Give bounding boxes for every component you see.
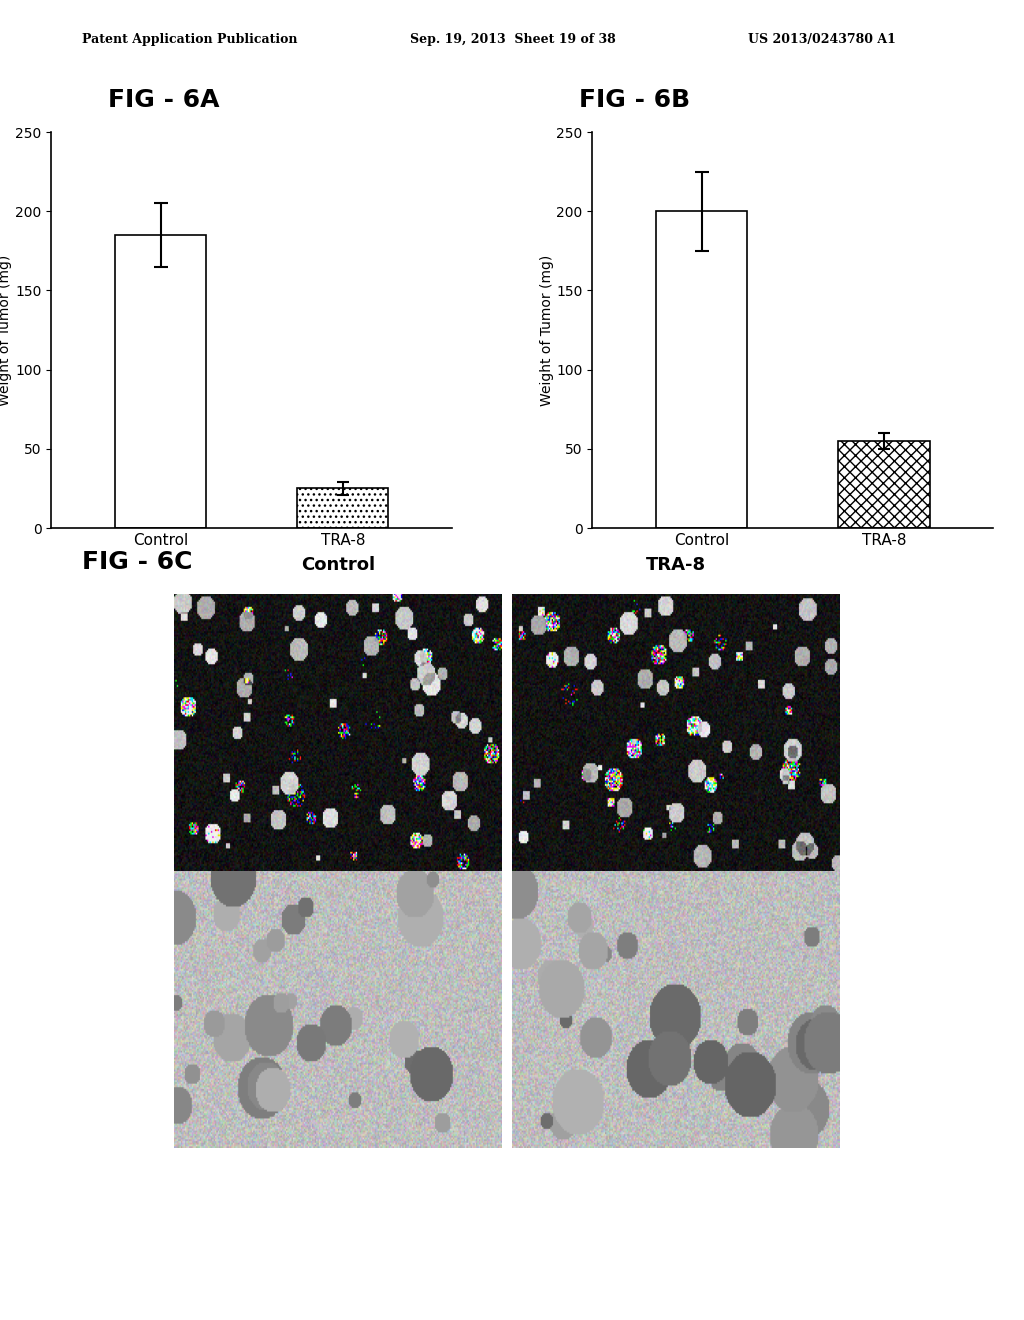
Bar bbox=[839, 441, 930, 528]
Text: FIG - 6A: FIG - 6A bbox=[109, 88, 219, 112]
Text: US 2013/0243780 A1: US 2013/0243780 A1 bbox=[748, 33, 895, 46]
Text: TRA-8: TRA-8 bbox=[646, 556, 706, 574]
Text: FIG - 6C: FIG - 6C bbox=[82, 550, 193, 574]
Bar bbox=[656, 211, 748, 528]
Text: FIG - 6B: FIG - 6B bbox=[580, 88, 690, 112]
Y-axis label: Weight of Tumor (mg): Weight of Tumor (mg) bbox=[0, 255, 12, 405]
Y-axis label: Weight of Tumor (mg): Weight of Tumor (mg) bbox=[540, 255, 554, 405]
Text: Control: Control bbox=[301, 556, 375, 574]
Bar bbox=[297, 488, 388, 528]
Bar bbox=[115, 235, 206, 528]
Text: Sep. 19, 2013  Sheet 19 of 38: Sep. 19, 2013 Sheet 19 of 38 bbox=[410, 33, 615, 46]
Text: Patent Application Publication: Patent Application Publication bbox=[82, 33, 297, 46]
